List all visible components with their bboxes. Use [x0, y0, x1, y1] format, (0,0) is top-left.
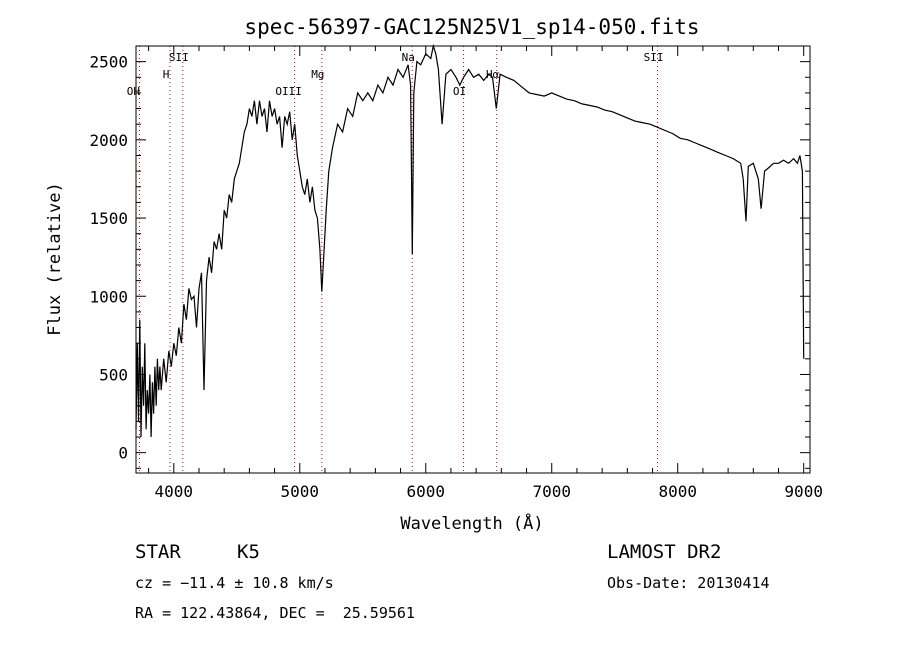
obs-date: Obs-Date: 20130414: [607, 574, 770, 592]
line-marker-label: H: [163, 68, 170, 81]
line-marker-label: SII: [169, 51, 189, 64]
y-tick-label: 2000: [89, 131, 128, 150]
line-marker-label: SII: [644, 51, 664, 64]
line-marker-label: Na: [402, 51, 415, 64]
x-axis: 4000 5000 6000 7000 8000 9000: [148, 46, 823, 501]
x-tick-label: 9000: [784, 482, 823, 501]
coordinates-text: RA = 122.43864, DEC = 25.59561: [135, 604, 415, 622]
line-marker-label: OIII: [275, 85, 302, 98]
x-tick-label: 8000: [658, 482, 697, 501]
survey-name: LAMOST DR2: [607, 541, 722, 563]
object-subclass: K5: [237, 541, 260, 563]
line-marker-label: Mg: [311, 68, 324, 81]
x-tick-label: 6000: [406, 482, 445, 501]
chart-title: spec-56397-GAC125N25V1_sp14-050.fits: [244, 15, 699, 39]
x-tick-label: 7000: [532, 482, 571, 501]
y-tick-label: 500: [99, 365, 128, 384]
x-tick-label: 5000: [281, 482, 320, 501]
redshift-text: cz = −11.4 ± 10.8 km/s: [135, 574, 334, 592]
line-marker-label: OH: [127, 85, 140, 98]
y-tick-label: 1500: [89, 209, 128, 228]
plot-frame: [135, 45, 811, 474]
y-tick-label: 1000: [89, 287, 128, 306]
y-axis: 0 500 1000 1500 2000 2500: [89, 45, 810, 469]
emission-line-markers: OH H SII OIII Mg Na OI Hα SII: [127, 46, 664, 473]
y-tick-label: 0: [118, 444, 128, 463]
y-axis-label: Flux (relative): [45, 182, 65, 336]
series-line: [135, 43, 805, 438]
x-axis-label: Wavelength (Å): [400, 512, 543, 534]
object-class: STAR: [135, 541, 181, 563]
y-tick-label: 2500: [89, 53, 128, 72]
line-marker-label: Hα: [486, 68, 500, 81]
x-tick-label: 4000: [155, 482, 194, 501]
line-marker-label: OI: [453, 85, 466, 98]
